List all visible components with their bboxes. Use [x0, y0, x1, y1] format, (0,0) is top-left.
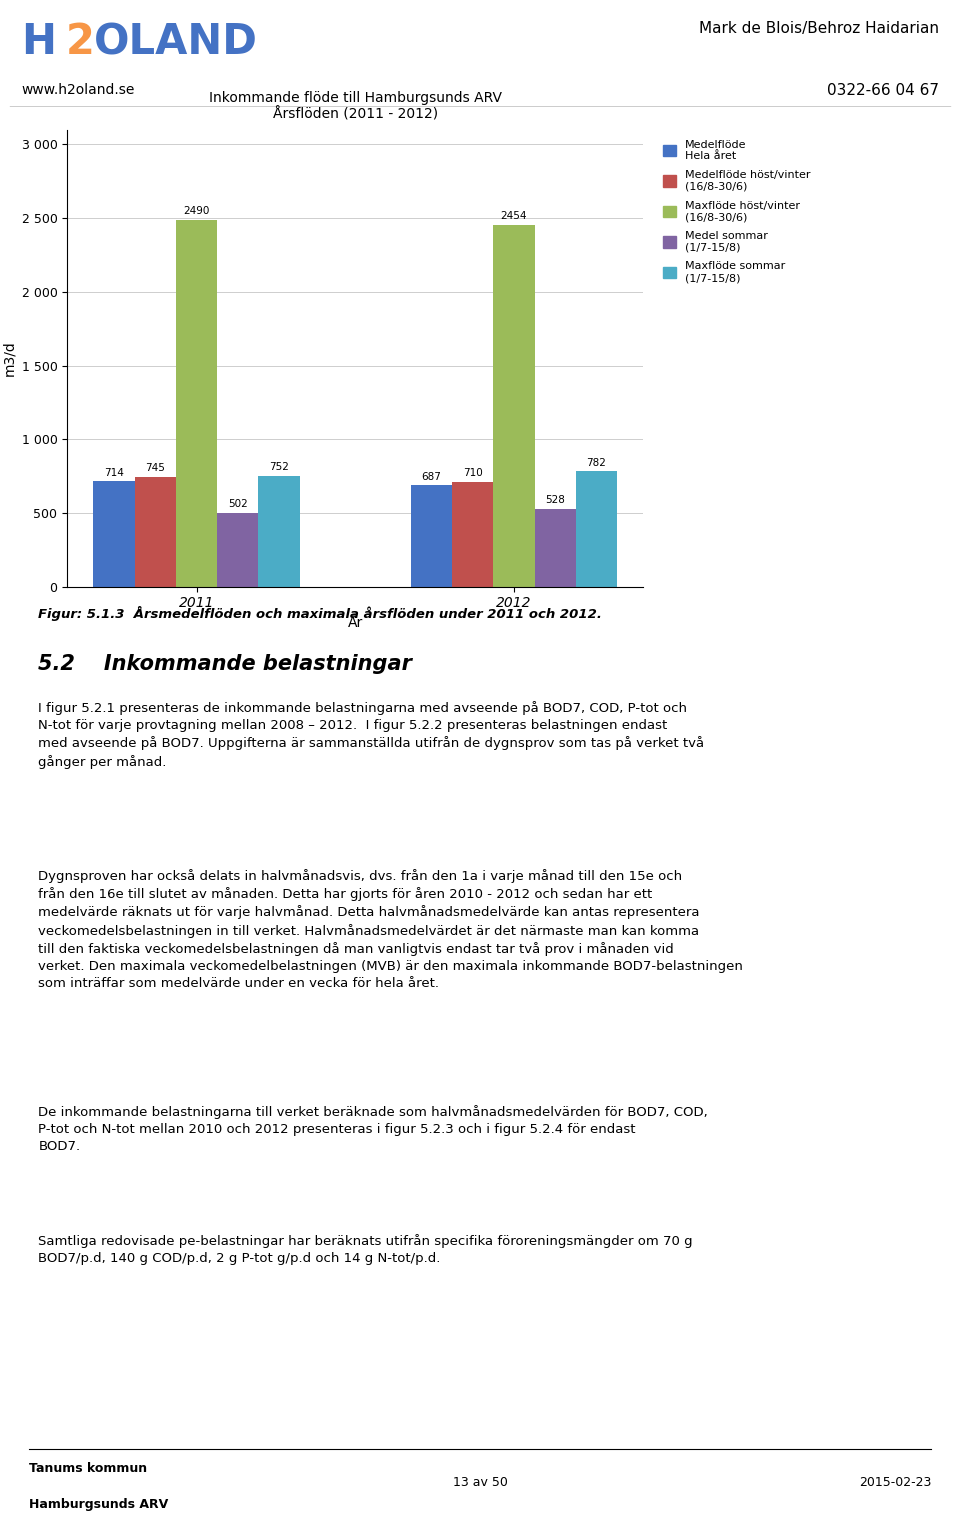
Bar: [93, 482, 134, 587]
Bar: [411, 486, 452, 587]
Text: 5.2    Inkommande belastningar: 5.2 Inkommande belastningar: [38, 654, 412, 675]
Text: 745: 745: [145, 463, 165, 472]
Text: H: H: [21, 21, 56, 64]
Bar: [452, 482, 493, 587]
Title: Inkommande flöde till Hamburgsunds ARV
Årsflöden (2011 - 2012): Inkommande flöde till Hamburgsunds ARV Å…: [208, 91, 502, 122]
Text: 502: 502: [228, 498, 248, 509]
Text: Figur: 5.1.3  Årsmedelflöden och maximala årsflöden under 2011 och 2012.: Figur: 5.1.3 Årsmedelflöden och maximala…: [38, 607, 602, 620]
Text: Hamburgsunds ARV: Hamburgsunds ARV: [29, 1498, 168, 1512]
Text: 714: 714: [104, 468, 124, 477]
Text: OLAND: OLAND: [94, 21, 258, 64]
Text: www.h2oland.se: www.h2oland.se: [21, 84, 134, 98]
Text: Dygnsproven har också delats in halvmånadsvis, dvs. från den 1a i varje månad ti: Dygnsproven har också delats in halvmåna…: [38, 869, 743, 991]
Bar: [493, 226, 535, 587]
Text: 2454: 2454: [500, 212, 527, 221]
X-axis label: År: År: [348, 616, 363, 629]
Text: 2: 2: [65, 21, 94, 64]
Text: I figur 5.2.1 presenteras de inkommande belastningarna med avseende på BOD7, COD: I figur 5.2.1 presenteras de inkommande …: [38, 701, 705, 768]
Y-axis label: m3/d: m3/d: [2, 340, 16, 376]
Text: 2490: 2490: [183, 206, 209, 216]
Text: 687: 687: [421, 472, 442, 482]
Text: Tanums kommun: Tanums kommun: [29, 1462, 147, 1475]
Text: 2015-02-23: 2015-02-23: [859, 1477, 931, 1489]
Text: Mark de Blois/Behroz Haidarian: Mark de Blois/Behroz Haidarian: [699, 21, 939, 37]
Text: 13 av 50: 13 av 50: [452, 1477, 508, 1489]
Text: 528: 528: [545, 495, 565, 504]
Text: Samtliga redovisade pe-belastningar har beräknats utifrån specifika föroreningsm: Samtliga redovisade pe-belastningar har …: [38, 1234, 693, 1265]
Legend: Medelflöde
Hela året, Medelflöde höst/vinter
(16/8-30/6), Maxflöde höst/vinter
(: Medelflöde Hela året, Medelflöde höst/vi…: [659, 136, 815, 288]
Text: 0322-66 04 67: 0322-66 04 67: [827, 84, 939, 98]
Bar: [576, 471, 617, 587]
Bar: [217, 512, 258, 587]
Bar: [176, 219, 217, 587]
Bar: [134, 477, 176, 587]
Text: 710: 710: [463, 468, 483, 479]
Bar: [535, 509, 576, 587]
Bar: [258, 475, 300, 587]
Text: 782: 782: [587, 457, 607, 468]
Text: 752: 752: [269, 462, 289, 472]
Text: De inkommande belastningarna till verket beräknade som halvmånadsmedelvärden för: De inkommande belastningarna till verket…: [38, 1105, 708, 1152]
